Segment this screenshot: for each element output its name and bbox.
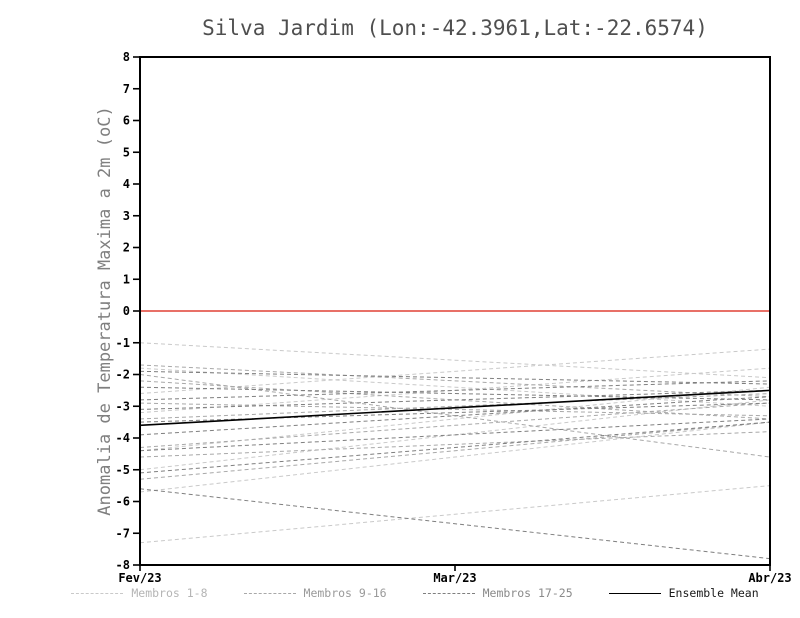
legend-line-sample-membros-1-8 bbox=[71, 592, 124, 594]
member-line-group-2 bbox=[139, 364, 771, 398]
member-line-group-3 bbox=[139, 488, 771, 560]
member-line-group-3 bbox=[139, 418, 771, 452]
y-tick-label: 4 bbox=[123, 177, 130, 191]
y-tick-label: 6 bbox=[123, 114, 130, 128]
member-line-group-1 bbox=[139, 342, 771, 379]
chart-legend: Membros 1-8 Membros 9-16 Membros 17-25 E… bbox=[55, 586, 775, 600]
y-tick-label: 3 bbox=[123, 209, 130, 223]
member-line-group-2 bbox=[139, 402, 771, 449]
ensemble-mean-line bbox=[139, 389, 771, 427]
member-line-group-2 bbox=[139, 431, 771, 458]
y-tick-label: -3 bbox=[116, 399, 130, 413]
legend-item-ensemble-mean: Ensemble Mean bbox=[608, 586, 759, 600]
legend-label-membros-1-8: Membros 1-8 bbox=[131, 586, 208, 600]
member-line-group-1 bbox=[139, 421, 771, 493]
y-tick-label: -4 bbox=[116, 431, 130, 445]
legend-label-membros-9-16: Membros 9-16 bbox=[303, 586, 387, 600]
legend-item-membros-9-16: Membros 9-16 bbox=[243, 586, 387, 600]
member-line-group-3 bbox=[139, 421, 771, 474]
y-tick-label: 7 bbox=[123, 82, 130, 96]
member-line-group-3 bbox=[139, 396, 771, 436]
legend-line-sample-membros-17-25 bbox=[422, 592, 475, 594]
legend-line-sample-ensemble-mean bbox=[608, 592, 661, 594]
legend-line-sample-membros-9-16 bbox=[243, 592, 296, 594]
legend-label-ensemble-mean: Ensemble Mean bbox=[668, 586, 759, 600]
y-tick-label: -7 bbox=[116, 526, 130, 540]
member-line-group-2 bbox=[139, 402, 771, 417]
member-line-group-2 bbox=[139, 421, 771, 480]
member-line-group-1 bbox=[139, 348, 771, 395]
legend-label-membros-17-25: Membros 17-25 bbox=[482, 586, 573, 600]
y-tick-label: -6 bbox=[116, 495, 130, 509]
chart-title: Silva Jardim (Lon:-42.3961,Lat:-22.6574) bbox=[202, 16, 708, 40]
y-tick-label: 5 bbox=[123, 145, 130, 159]
y-tick-label: -2 bbox=[116, 368, 130, 382]
legend-item-membros-17-25: Membros 17-25 bbox=[422, 586, 573, 600]
x-tick-label: Abr/23 bbox=[748, 571, 791, 585]
member-line-group-1 bbox=[139, 485, 771, 544]
y-tick-label: -1 bbox=[116, 336, 130, 350]
x-tick-label: Mar/23 bbox=[433, 571, 476, 585]
member-line-group-1 bbox=[139, 367, 771, 407]
legend-item-membros-1-8: Membros 1-8 bbox=[71, 586, 208, 600]
y-tick-label: 1 bbox=[123, 272, 130, 286]
member-line-group-3 bbox=[139, 370, 771, 385]
member-line-group-3 bbox=[139, 380, 771, 401]
y-tick-label: 2 bbox=[123, 241, 130, 255]
y-tick-label: -8 bbox=[116, 558, 130, 572]
y-tick-label: 8 bbox=[123, 50, 130, 64]
y-tick-label: -5 bbox=[116, 463, 130, 477]
x-tick-label: Fev/23 bbox=[118, 571, 161, 585]
y-tick-label: 0 bbox=[123, 304, 130, 318]
member-line-group-3 bbox=[139, 389, 771, 410]
member-line-group-3 bbox=[139, 386, 771, 401]
